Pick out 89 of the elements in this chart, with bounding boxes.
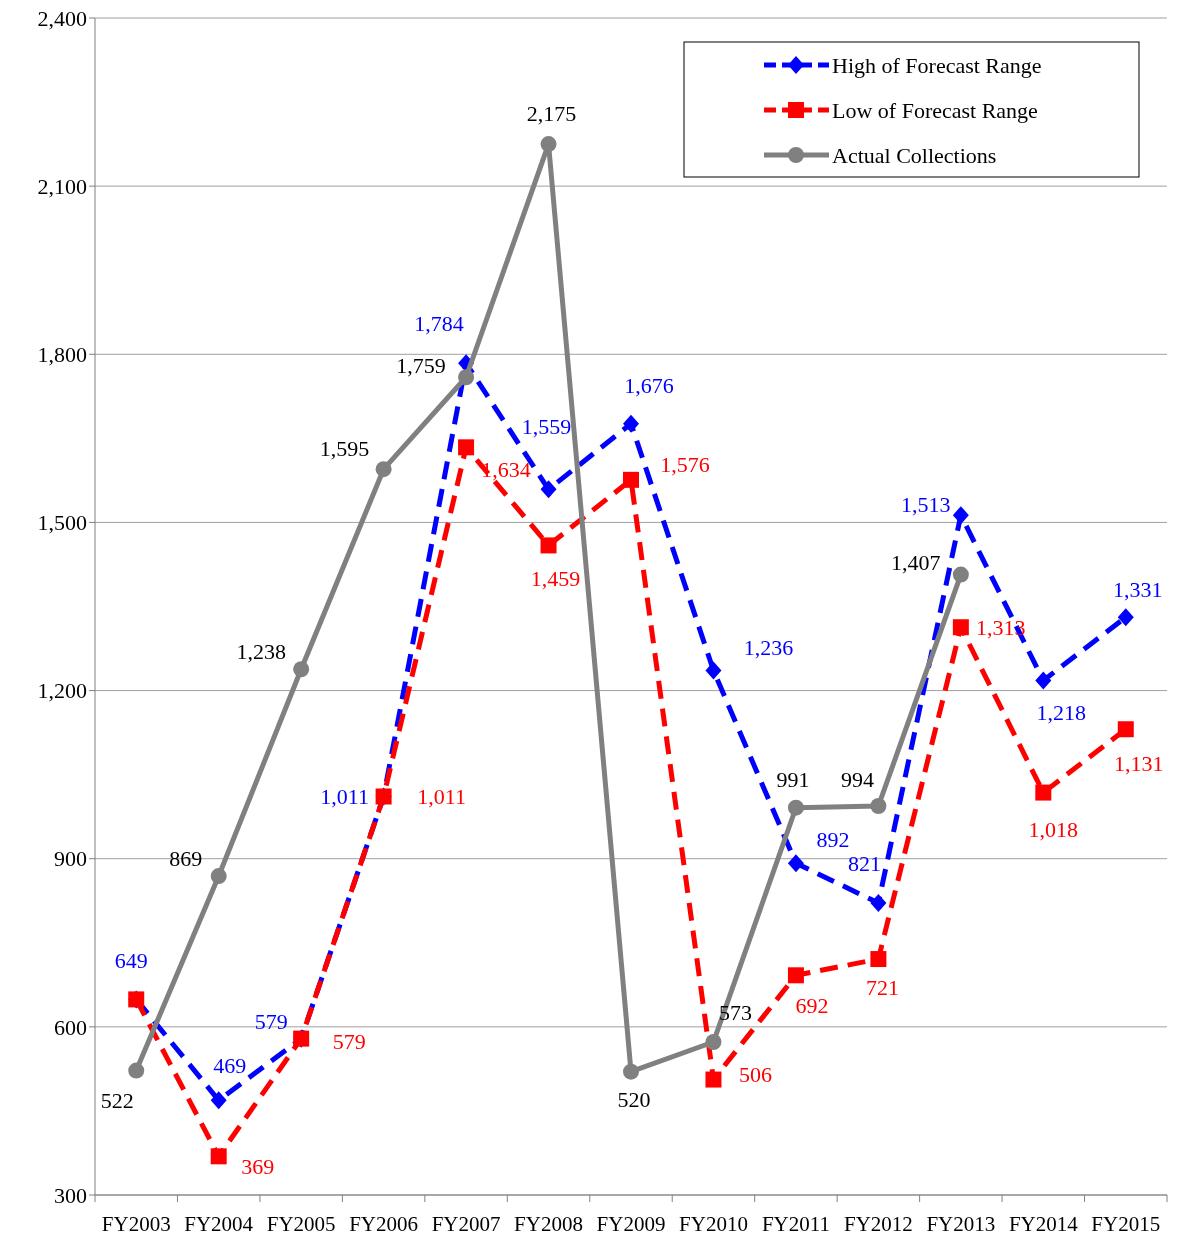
data-label: 991	[776, 767, 810, 793]
point	[623, 1063, 639, 1080]
y-tick-label: 600	[54, 1014, 87, 1040]
point	[540, 537, 557, 554]
legend-label: High of Forecast Range	[832, 52, 1042, 78]
x-tick-label: FY2009	[596, 1212, 666, 1236]
point	[787, 799, 804, 816]
point	[705, 1071, 722, 1088]
point	[128, 1062, 145, 1079]
legend-label: Low of Forecast Range	[832, 97, 1038, 123]
x-tick-label: FY2015	[1091, 1212, 1161, 1236]
y-tick-label: 1,800	[37, 341, 87, 367]
x-tick-label: FY2004	[184, 1212, 254, 1236]
data-label: 1,313	[976, 614, 1026, 640]
data-label: 573	[718, 999, 752, 1025]
y-tick-label: 1,200	[37, 678, 87, 704]
data-label: 1,676	[624, 373, 674, 399]
data-label: 1,759	[396, 352, 446, 378]
point	[458, 439, 475, 456]
x-tick-label: FY2007	[431, 1212, 501, 1236]
x-tick-label: FY2014	[1008, 1212, 1079, 1236]
data-label: 1,459	[530, 566, 581, 592]
data-label: 1,595	[319, 435, 370, 461]
data-label: 721	[865, 974, 899, 1000]
point	[210, 1091, 227, 1110]
data-label: 1,576	[660, 451, 710, 477]
data-label: 1,784	[414, 310, 464, 336]
data-label: 1,018	[1028, 817, 1079, 843]
data-label: 469	[213, 1052, 247, 1078]
legend-label: Actual Collections	[832, 142, 997, 168]
data-label: 2,175	[526, 100, 577, 126]
point	[870, 893, 887, 912]
data-label: 1,513	[901, 491, 951, 517]
x-tick-label: FY2011	[761, 1212, 830, 1236]
data-label: 821	[847, 850, 881, 876]
x-tick-label: FY2003	[101, 1212, 171, 1236]
y-tick-label: 2,100	[37, 173, 87, 199]
point	[210, 1148, 227, 1165]
y-tick-label: 2,400	[37, 5, 87, 31]
point	[952, 566, 969, 583]
data-label: 506	[738, 1062, 772, 1088]
point	[540, 480, 557, 499]
data-label: 1,331	[1113, 576, 1163, 602]
data-label: 1,011	[417, 784, 466, 810]
point	[1035, 671, 1052, 690]
data-label: 892	[816, 826, 850, 852]
data-label: 1,559	[521, 414, 572, 440]
data-label: 1,131	[1114, 750, 1164, 776]
point	[623, 471, 639, 488]
data-label: 1,011	[320, 784, 369, 810]
point	[952, 506, 969, 525]
point	[1117, 608, 1134, 627]
y-tick-label: 1,500	[37, 510, 87, 536]
point	[540, 136, 557, 153]
point	[787, 967, 804, 984]
data-label: 1,218	[1036, 700, 1087, 726]
data-label: 649	[114, 948, 148, 974]
data-label: 522	[100, 1088, 134, 1114]
y-tick-label: 900	[54, 846, 87, 872]
point	[458, 369, 475, 386]
point	[787, 854, 804, 873]
point	[1035, 784, 1052, 801]
x-tick-label: FY2006	[349, 1212, 419, 1236]
point	[870, 798, 887, 815]
x-tick-label: FY2012	[843, 1212, 913, 1236]
x-tick-label: FY2010	[679, 1212, 748, 1236]
y-tick-label: 300	[54, 1182, 87, 1208]
point	[210, 868, 227, 885]
x-tick-label: FY2013	[926, 1212, 996, 1236]
data-label: 369	[241, 1154, 275, 1180]
point	[870, 951, 887, 968]
point	[952, 619, 969, 636]
point	[705, 661, 722, 680]
data-label: 1,236	[743, 635, 794, 661]
data-label: 579	[332, 1029, 366, 1055]
point	[623, 414, 639, 433]
point	[375, 461, 392, 478]
x-tick-label: FY2008	[514, 1212, 583, 1236]
data-label: 579	[254, 1009, 288, 1035]
x-tick-label: FY2005	[266, 1212, 336, 1236]
data-label: 869	[169, 845, 203, 871]
data-label: 1,407	[891, 550, 941, 576]
point	[705, 1034, 722, 1050]
data-label: 520	[617, 1087, 651, 1113]
data-label: 994	[840, 766, 874, 792]
data-label: 692	[795, 992, 829, 1018]
point	[1117, 721, 1134, 738]
data-label: 1,238	[236, 638, 286, 664]
point	[293, 661, 310, 678]
